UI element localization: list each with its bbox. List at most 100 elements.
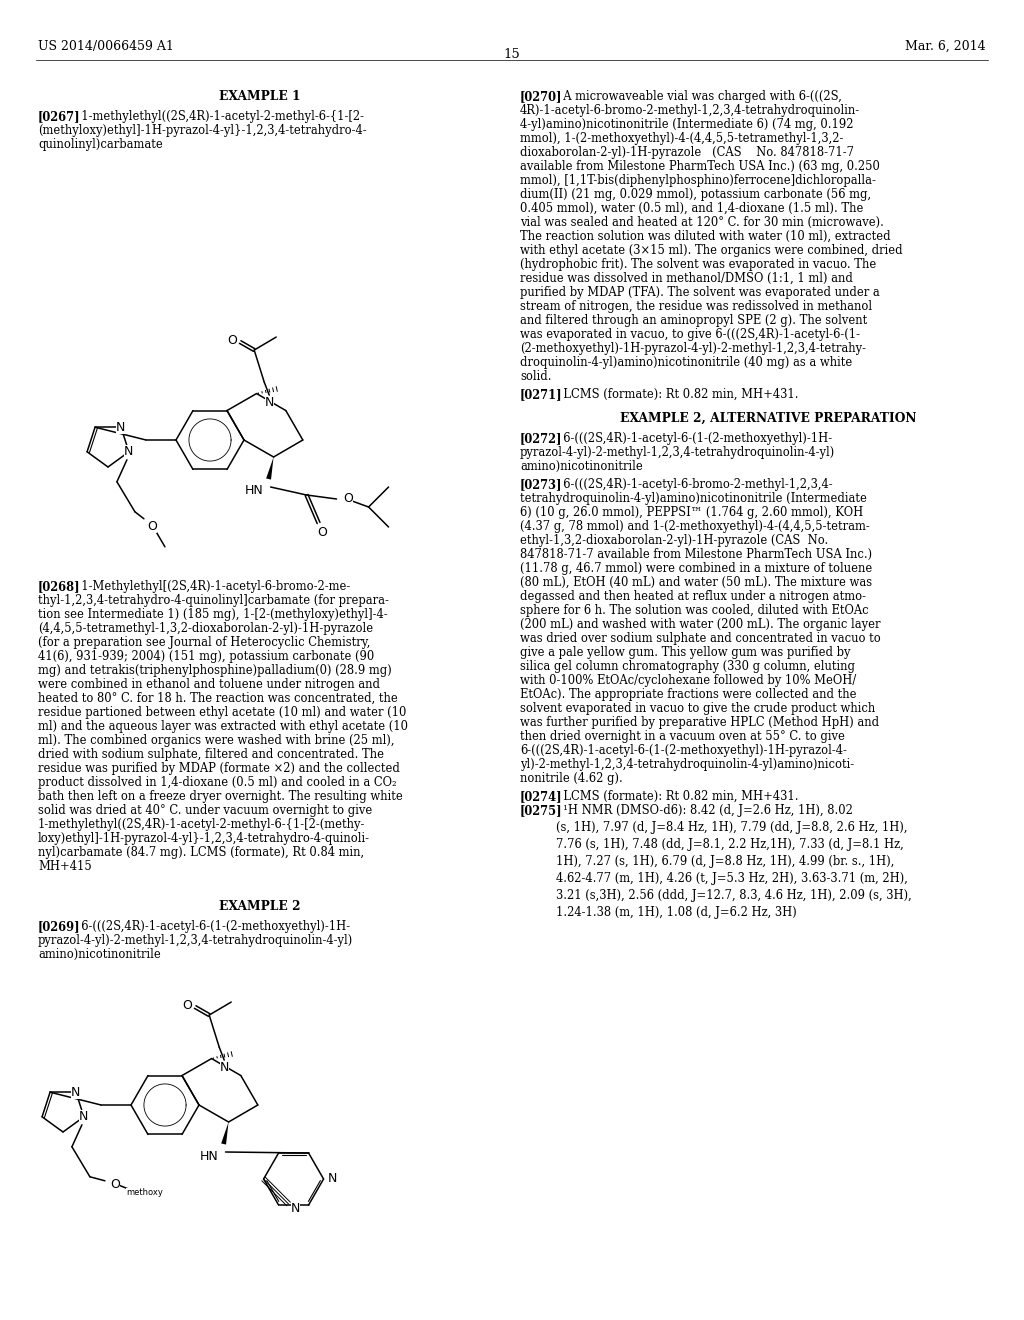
Text: mmol), 1-(2-methoxyethyl)-4-(4,4,5,5-tetramethyl-1,3,2-: mmol), 1-(2-methoxyethyl)-4-(4,4,5,5-tet… bbox=[520, 132, 844, 145]
Text: ¹H NMR (DMSO-d6): 8.42 (d, J=2.6 Hz, 1H), 8.02
(s, 1H), 7.97 (d, J=8.4 Hz, 1H), : ¹H NMR (DMSO-d6): 8.42 (d, J=2.6 Hz, 1H)… bbox=[556, 804, 911, 919]
Text: (80 mL), EtOH (40 mL) and water (50 mL). The mixture was: (80 mL), EtOH (40 mL) and water (50 mL).… bbox=[520, 576, 872, 589]
Text: thyl-1,2,3,4-tetrahydro-4-quinolinyl]carbamate (for prepara-: thyl-1,2,3,4-tetrahydro-4-quinolinyl]car… bbox=[38, 594, 389, 607]
Text: [0272]: [0272] bbox=[520, 432, 562, 445]
Text: 6-(((2S,4R)-1-acetyl-6-(1-(2-methoxyethyl)-1H-: 6-(((2S,4R)-1-acetyl-6-(1-(2-methoxyethy… bbox=[556, 432, 833, 445]
Text: O: O bbox=[147, 520, 157, 533]
Text: ml). The combined organics were washed with brine (25 ml),: ml). The combined organics were washed w… bbox=[38, 734, 394, 747]
Text: (for a preparation see Journal of Heterocyclic Chemistry,: (for a preparation see Journal of Hetero… bbox=[38, 636, 371, 649]
Text: N: N bbox=[328, 1172, 337, 1185]
Text: O: O bbox=[182, 998, 193, 1011]
Text: 6-(((2S,4R)-1-acetyl-6-bromo-2-methyl-1,2,3,4-: 6-(((2S,4R)-1-acetyl-6-bromo-2-methyl-1,… bbox=[556, 478, 833, 491]
Text: silica gel column chromatography (330 g column, eluting: silica gel column chromatography (330 g … bbox=[520, 660, 855, 673]
Text: product dissolved in 1,4-dioxane (0.5 ml) and cooled in a CO₂: product dissolved in 1,4-dioxane (0.5 ml… bbox=[38, 776, 396, 789]
Text: heated to 80° C. for 18 h. The reaction was concentrated, the: heated to 80° C. for 18 h. The reaction … bbox=[38, 692, 397, 705]
Text: dioxaborolan-2-yl)-1H-pyrazole   (CAS    No. 847818-71-7: dioxaborolan-2-yl)-1H-pyrazole (CAS No. … bbox=[520, 147, 854, 158]
Text: (2-methoxyethyl)-1H-pyrazol-4-yl)-2-methyl-1,2,3,4-tetrahy-: (2-methoxyethyl)-1H-pyrazol-4-yl)-2-meth… bbox=[520, 342, 866, 355]
Text: 41(6), 931-939; 2004) (151 mg), potassium carbonate (90: 41(6), 931-939; 2004) (151 mg), potassiu… bbox=[38, 649, 374, 663]
Text: dried with sodium sulphate, filtered and concentrated. The: dried with sodium sulphate, filtered and… bbox=[38, 748, 384, 762]
Text: 847818-71-7 available from Milestone PharmTech USA Inc.): 847818-71-7 available from Milestone Pha… bbox=[520, 548, 872, 561]
Text: O: O bbox=[110, 1179, 120, 1191]
Text: solid was dried at 40° C. under vacuum overnight to give: solid was dried at 40° C. under vacuum o… bbox=[38, 804, 373, 817]
Text: 6-(((2S,4R)-1-acetyl-6-(1-(2-methoxyethyl)-1H-pyrazol-4-: 6-(((2S,4R)-1-acetyl-6-(1-(2-methoxyethy… bbox=[520, 744, 847, 756]
Text: 15: 15 bbox=[504, 48, 520, 61]
Text: [0271]: [0271] bbox=[520, 388, 562, 401]
Text: residue was dissolved in methanol/DMSO (1:1, 1 ml) and: residue was dissolved in methanol/DMSO (… bbox=[520, 272, 853, 285]
Text: O: O bbox=[227, 334, 238, 347]
Text: loxy)ethyl]-1H-pyrazol-4-yl}-1,2,3,4-tetrahydro-4-quinoli-: loxy)ethyl]-1H-pyrazol-4-yl}-1,2,3,4-tet… bbox=[38, 832, 370, 845]
Text: residue partioned between ethyl acetate (10 ml) and water (10: residue partioned between ethyl acetate … bbox=[38, 706, 407, 719]
Text: [0268]: [0268] bbox=[38, 579, 81, 593]
Text: N: N bbox=[79, 1110, 89, 1123]
Text: bath then left on a freeze dryer overnight. The resulting white: bath then left on a freeze dryer overnig… bbox=[38, 789, 402, 803]
Text: EtOAc). The appropriate fractions were collected and the: EtOAc). The appropriate fractions were c… bbox=[520, 688, 856, 701]
Text: A microwaveable vial was charged with 6-(((2S,: A microwaveable vial was charged with 6-… bbox=[556, 90, 842, 103]
Text: was further purified by preparative HPLC (Method HpH) and: was further purified by preparative HPLC… bbox=[520, 715, 880, 729]
Text: [0267]: [0267] bbox=[38, 110, 81, 123]
Text: were combined in ethanol and toluene under nitrogen and: were combined in ethanol and toluene und… bbox=[38, 678, 380, 690]
Text: N: N bbox=[117, 421, 126, 434]
Text: LCMS (formate): Rt 0.82 min, MH+431.: LCMS (formate): Rt 0.82 min, MH+431. bbox=[556, 388, 799, 401]
Text: nyl)carbamate (84.7 mg). LCMS (formate), Rt 0.84 min,: nyl)carbamate (84.7 mg). LCMS (formate),… bbox=[38, 846, 365, 859]
Text: vial was sealed and heated at 120° C. for 30 min (microwave).: vial was sealed and heated at 120° C. fo… bbox=[520, 216, 884, 228]
Text: 6) (10 g, 26.0 mmol), PEPPSI™ (1.764 g, 2.60 mmol), KOH: 6) (10 g, 26.0 mmol), PEPPSI™ (1.764 g, … bbox=[520, 506, 863, 519]
Text: 6-(((2S,4R)-1-acetyl-6-(1-(2-methoxyethyl)-1H-: 6-(((2S,4R)-1-acetyl-6-(1-(2-methoxyethy… bbox=[74, 920, 350, 933]
Text: 1-Methylethyl[(2S,4R)-1-acetyl-6-bromo-2-me-: 1-Methylethyl[(2S,4R)-1-acetyl-6-bromo-2… bbox=[74, 579, 350, 593]
Text: give a pale yellow gum. This yellow gum was purified by: give a pale yellow gum. This yellow gum … bbox=[520, 645, 851, 659]
Text: N: N bbox=[264, 396, 273, 409]
Polygon shape bbox=[221, 1122, 228, 1144]
Text: N: N bbox=[72, 1086, 81, 1098]
Text: 1-methylethyl((2S,4R)-1-acetyl-2-methyl-6-{1-[2-: 1-methylethyl((2S,4R)-1-acetyl-2-methyl-… bbox=[74, 110, 364, 123]
Text: EXAMPLE 1: EXAMPLE 1 bbox=[219, 90, 301, 103]
Text: [0275]: [0275] bbox=[520, 804, 562, 817]
Text: 4R)-1-acetyl-6-bromo-2-methyl-1,2,3,4-tetrahydroquinolin-: 4R)-1-acetyl-6-bromo-2-methyl-1,2,3,4-te… bbox=[520, 104, 860, 117]
Text: dium(II) (21 mg, 0.029 mmol), potassium carbonate (56 mg,: dium(II) (21 mg, 0.029 mmol), potassium … bbox=[520, 187, 871, 201]
Text: HN: HN bbox=[245, 484, 263, 498]
Text: N: N bbox=[124, 445, 133, 458]
Text: solid.: solid. bbox=[520, 370, 552, 383]
Text: sphere for 6 h. The solution was cooled, diluted with EtOAc: sphere for 6 h. The solution was cooled,… bbox=[520, 605, 868, 616]
Text: solvent evaporated in vacuo to give the crude product which: solvent evaporated in vacuo to give the … bbox=[520, 702, 876, 715]
Text: ml) and the aqueous layer was extracted with ethyl acetate (10: ml) and the aqueous layer was extracted … bbox=[38, 719, 408, 733]
Text: N: N bbox=[291, 1203, 300, 1216]
Text: yl)-2-methyl-1,2,3,4-tetrahydroquinolin-4-yl)amino)nicoti-: yl)-2-methyl-1,2,3,4-tetrahydroquinolin-… bbox=[520, 758, 854, 771]
Text: then dried overnight in a vacuum oven at 55° C. to give: then dried overnight in a vacuum oven at… bbox=[520, 730, 845, 743]
Text: LCMS (formate): Rt 0.82 min, MH+431.: LCMS (formate): Rt 0.82 min, MH+431. bbox=[556, 789, 799, 803]
Text: tetrahydroquinolin-4-yl)amino)nicotinonitrile (Intermediate: tetrahydroquinolin-4-yl)amino)nicotinoni… bbox=[520, 492, 867, 506]
Text: US 2014/0066459 A1: US 2014/0066459 A1 bbox=[38, 40, 174, 53]
Text: HN: HN bbox=[200, 1150, 218, 1163]
Text: (11.78 g, 46.7 mmol) were combined in a mixture of toluene: (11.78 g, 46.7 mmol) were combined in a … bbox=[520, 562, 872, 576]
Text: with 0-100% EtOAc/cyclohexane followed by 10% MeOH/: with 0-100% EtOAc/cyclohexane followed b… bbox=[520, 675, 856, 686]
Text: 0.405 mmol), water (0.5 ml), and 1,4-dioxane (1.5 ml). The: 0.405 mmol), water (0.5 ml), and 1,4-dio… bbox=[520, 202, 863, 215]
Text: and filtered through an aminopropyl SPE (2 g). The solvent: and filtered through an aminopropyl SPE … bbox=[520, 314, 867, 327]
Text: droquinolin-4-yl)amino)nicotinonitrile (40 mg) as a white: droquinolin-4-yl)amino)nicotinonitrile (… bbox=[520, 356, 852, 370]
Text: N: N bbox=[219, 1060, 229, 1073]
Text: [0273]: [0273] bbox=[520, 478, 562, 491]
Text: with ethyl acetate (3×15 ml). The organics were combined, dried: with ethyl acetate (3×15 ml). The organi… bbox=[520, 244, 902, 257]
Text: amino)nicotinonitrile: amino)nicotinonitrile bbox=[520, 459, 643, 473]
Text: (hydrophobic frit). The solvent was evaporated in vacuo. The: (hydrophobic frit). The solvent was evap… bbox=[520, 257, 877, 271]
Text: residue was purified by MDAP (formate ×2) and the collected: residue was purified by MDAP (formate ×2… bbox=[38, 762, 400, 775]
Text: (methyloxy)ethyl]-1H-pyrazol-4-yl}-1,2,3,4-tetrahydro-4-: (methyloxy)ethyl]-1H-pyrazol-4-yl}-1,2,3… bbox=[38, 124, 367, 137]
Text: amino)nicotinonitrile: amino)nicotinonitrile bbox=[38, 948, 161, 961]
Text: pyrazol-4-yl)-2-methyl-1,2,3,4-tetrahydroquinolin-4-yl): pyrazol-4-yl)-2-methyl-1,2,3,4-tetrahydr… bbox=[38, 935, 353, 946]
Text: tion see Intermediate 1) (185 mg), 1-[2-(methyloxy)ethyl]-4-: tion see Intermediate 1) (185 mg), 1-[2-… bbox=[38, 609, 388, 620]
Text: mg) and tetrakis(triphenylphosphine)palladium(0) (28.9 mg): mg) and tetrakis(triphenylphosphine)pall… bbox=[38, 664, 392, 677]
Text: MH+415: MH+415 bbox=[38, 861, 92, 873]
Text: mmol), [1,1T-bis(diphenylphosphino)ferrocene]dichloropalla-: mmol), [1,1T-bis(diphenylphosphino)ferro… bbox=[520, 174, 876, 187]
Text: (4,4,5,5-tetramethyl-1,3,2-dioxaborolan-2-yl)-1H-pyrazole: (4,4,5,5-tetramethyl-1,3,2-dioxaborolan-… bbox=[38, 622, 373, 635]
Text: EXAMPLE 2, ALTERNATIVE PREPARATION: EXAMPLE 2, ALTERNATIVE PREPARATION bbox=[620, 412, 916, 425]
Text: 1-methylethyl((2S,4R)-1-acetyl-2-methyl-6-{1-[2-(methy-: 1-methylethyl((2S,4R)-1-acetyl-2-methyl-… bbox=[38, 818, 366, 832]
Text: [0274]: [0274] bbox=[520, 789, 562, 803]
Text: O: O bbox=[317, 527, 328, 540]
Text: available from Milestone PharmTech USA Inc.) (63 mg, 0.250: available from Milestone PharmTech USA I… bbox=[520, 160, 880, 173]
Polygon shape bbox=[266, 457, 273, 479]
Text: [0269]: [0269] bbox=[38, 920, 81, 933]
Text: purified by MDAP (TFA). The solvent was evaporated under a: purified by MDAP (TFA). The solvent was … bbox=[520, 286, 880, 300]
Text: degassed and then heated at reflux under a nitrogen atmo-: degassed and then heated at reflux under… bbox=[520, 590, 866, 603]
Text: was evaporated in vacuo, to give 6-(((2S,4R)-1-acetyl-6-(1-: was evaporated in vacuo, to give 6-(((2S… bbox=[520, 327, 860, 341]
Text: methoxy: methoxy bbox=[127, 1188, 164, 1197]
Text: 4-yl)amino)nicotinonitrile (Intermediate 6) (74 mg, 0.192: 4-yl)amino)nicotinonitrile (Intermediate… bbox=[520, 117, 853, 131]
Text: (4.37 g, 78 mmol) and 1-(2-methoxyethyl)-4-(4,4,5,5-tetram-: (4.37 g, 78 mmol) and 1-(2-methoxyethyl)… bbox=[520, 520, 869, 533]
Text: nonitrile (4.62 g).: nonitrile (4.62 g). bbox=[520, 772, 623, 785]
Text: was dried over sodium sulphate and concentrated in vacuo to: was dried over sodium sulphate and conce… bbox=[520, 632, 881, 645]
